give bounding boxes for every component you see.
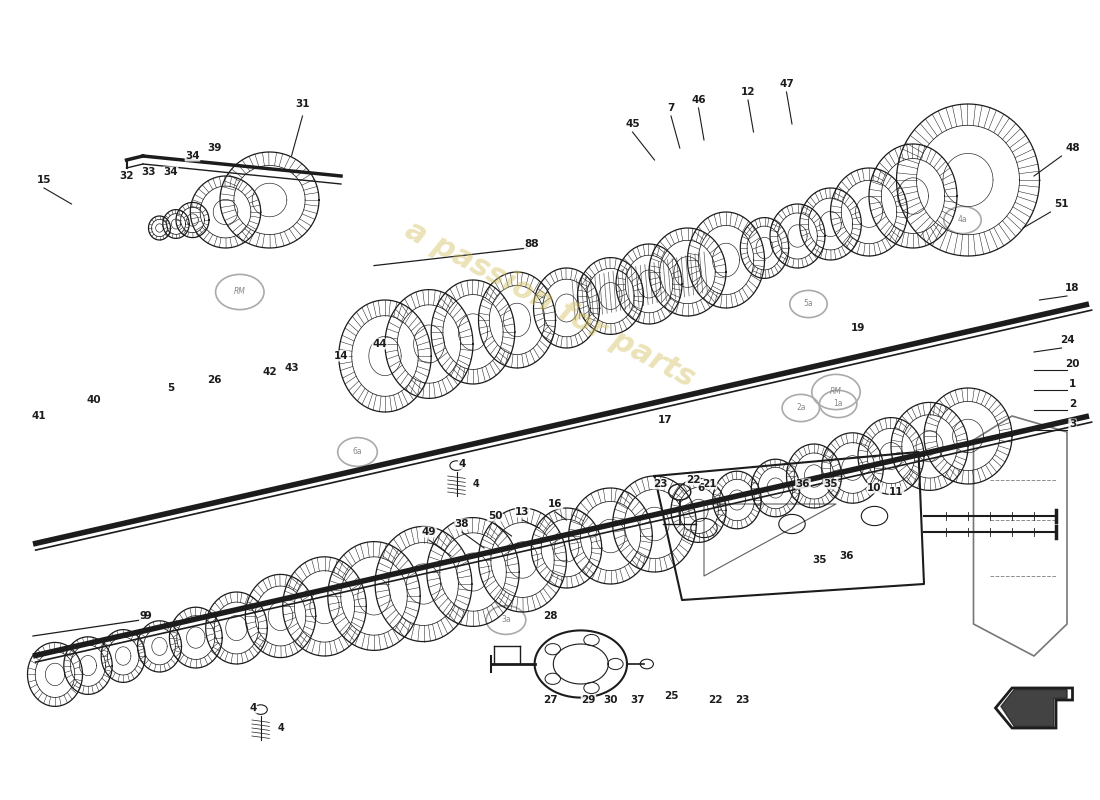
Text: 23: 23 [652, 479, 668, 489]
Text: 8: 8 [525, 239, 531, 249]
Text: 2: 2 [1069, 399, 1076, 409]
Text: 1: 1 [1069, 379, 1076, 389]
Text: 29: 29 [581, 695, 596, 705]
Text: 8: 8 [530, 239, 538, 249]
Text: 19: 19 [850, 323, 866, 333]
Text: 6a: 6a [353, 447, 362, 457]
Text: 25: 25 [663, 691, 679, 701]
Text: 31: 31 [295, 99, 310, 109]
Text: 24: 24 [1059, 335, 1075, 345]
Text: 22: 22 [685, 475, 701, 485]
Text: 6: 6 [697, 483, 704, 493]
Polygon shape [1001, 690, 1067, 726]
Text: 26: 26 [207, 375, 222, 385]
Text: 2a: 2a [796, 403, 805, 413]
Text: 11: 11 [889, 487, 904, 497]
Text: 43: 43 [284, 363, 299, 373]
Text: 33: 33 [141, 167, 156, 177]
Text: 27: 27 [542, 695, 558, 705]
Polygon shape [996, 688, 1072, 728]
Text: 14: 14 [333, 351, 349, 361]
Text: 3a: 3a [502, 615, 510, 625]
Text: 40: 40 [86, 395, 101, 405]
Text: 12: 12 [740, 87, 756, 97]
Text: 42: 42 [262, 367, 277, 377]
Text: 18: 18 [1065, 283, 1080, 293]
Text: 4: 4 [459, 459, 465, 469]
Text: 3: 3 [1069, 419, 1076, 429]
Text: 28: 28 [542, 611, 558, 621]
Text: 17: 17 [658, 415, 673, 425]
Text: 35: 35 [823, 479, 838, 489]
Text: 47: 47 [779, 79, 794, 89]
Text: 23: 23 [735, 695, 750, 705]
Text: 4: 4 [277, 723, 284, 733]
Text: 49: 49 [421, 527, 437, 537]
Text: RM: RM [830, 387, 842, 397]
Text: 13: 13 [515, 507, 530, 517]
Text: 4a: 4a [958, 215, 967, 225]
Text: 7: 7 [668, 103, 674, 113]
Text: 22: 22 [707, 695, 723, 705]
Text: 4: 4 [473, 479, 480, 489]
Text: 48: 48 [1065, 143, 1080, 153]
Text: 44: 44 [372, 339, 387, 349]
Text: 51: 51 [1054, 199, 1069, 209]
Text: 9: 9 [143, 611, 151, 621]
Text: 37: 37 [630, 695, 646, 705]
Text: a passion for parts: a passion for parts [400, 215, 700, 393]
Text: 45: 45 [625, 119, 640, 129]
Text: 39: 39 [207, 143, 222, 153]
Text: 4: 4 [250, 703, 256, 713]
Text: 30: 30 [603, 695, 618, 705]
Text: 9: 9 [140, 611, 146, 621]
Text: 50: 50 [487, 511, 503, 521]
Text: 1a: 1a [834, 399, 843, 409]
Text: 41: 41 [31, 411, 46, 421]
Text: 36: 36 [839, 551, 855, 561]
Text: 46: 46 [691, 95, 706, 105]
Text: 15: 15 [36, 175, 52, 185]
Text: 32: 32 [119, 171, 134, 181]
Text: 36: 36 [795, 479, 811, 489]
Text: 35: 35 [812, 555, 827, 565]
Text: 34: 34 [163, 167, 178, 177]
Text: 16: 16 [548, 499, 563, 509]
Text: 21: 21 [702, 479, 717, 489]
Text: 5a: 5a [804, 299, 813, 309]
Text: 10: 10 [867, 483, 882, 493]
Text: 34: 34 [185, 151, 200, 161]
Text: RM: RM [234, 287, 245, 297]
Text: 5: 5 [167, 383, 174, 393]
Text: 38: 38 [454, 519, 470, 529]
Text: 20: 20 [1065, 359, 1080, 369]
